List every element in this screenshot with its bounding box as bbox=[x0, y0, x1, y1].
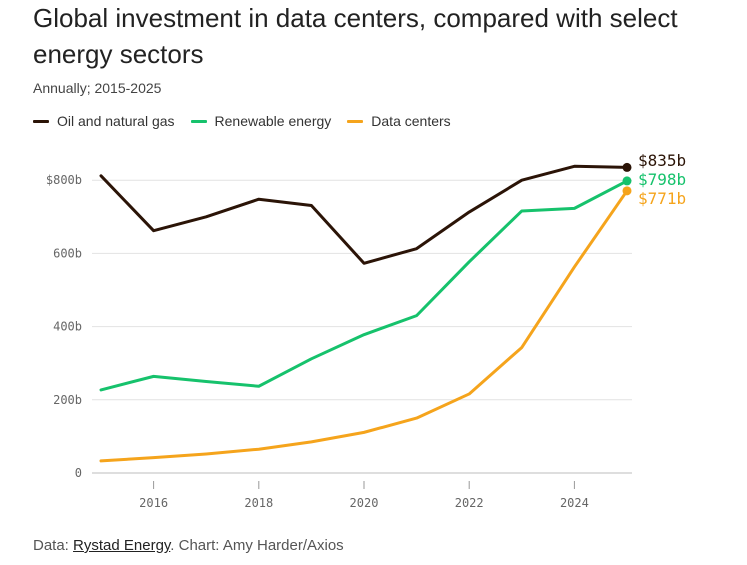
series-end-point-datacenters bbox=[622, 186, 632, 196]
source-credit: Data: Rystad Energy. Chart: Amy Harder/A… bbox=[33, 537, 344, 554]
end-label-datacenters: $771b bbox=[638, 189, 686, 208]
chart-legend: Oil and natural gas Renewable energy Dat… bbox=[33, 113, 451, 129]
x-tick-label-2016: 2016 bbox=[139, 496, 168, 510]
series-line-datacenters bbox=[99, 189, 629, 463]
legend-swatch-datacenters bbox=[347, 119, 364, 123]
y-tick-label-800: $800b bbox=[46, 173, 82, 187]
legend-swatch-renewable bbox=[190, 119, 207, 123]
source-suffix: . Chart: Amy Harder/Axios bbox=[170, 537, 344, 554]
legend-item-datacenters: Data centers bbox=[347, 113, 451, 129]
y-tick-label-400: 400b bbox=[53, 320, 82, 334]
source-link[interactable]: Rystad Energy bbox=[73, 537, 171, 554]
legend-label-datacenters: Data centers bbox=[371, 113, 451, 129]
y-tick-label-600: 600b bbox=[53, 246, 82, 260]
series-end-point-oil bbox=[622, 162, 632, 172]
end-label-renewable: $798b bbox=[638, 170, 686, 189]
series-end-point-renewable bbox=[622, 176, 632, 186]
legend-item-oil: Oil and natural gas bbox=[33, 113, 175, 129]
x-tick-label-2020: 2020 bbox=[350, 496, 379, 510]
source-prefix: Data: bbox=[33, 537, 74, 554]
x-tick-label-2022: 2022 bbox=[455, 496, 484, 510]
x-tick-label-2018: 2018 bbox=[244, 496, 273, 510]
y-tick-label-0: 0 bbox=[75, 466, 82, 480]
chart-title: Global investment in data centers, compa… bbox=[33, 3, 678, 69]
y-tick-label-200: 200b bbox=[53, 393, 82, 407]
legend-label-oil: Oil and natural gas bbox=[57, 113, 175, 129]
series-line-oil bbox=[99, 164, 629, 265]
legend-item-renewable: Renewable energy bbox=[190, 113, 332, 129]
series-line-renewable bbox=[99, 179, 629, 392]
legend-label-renewable: Renewable energy bbox=[214, 113, 332, 129]
end-label-oil: $835b bbox=[638, 151, 686, 170]
chart-subtitle: Annually; 2015-2025 bbox=[33, 80, 162, 96]
line-chart: 0 200b 400b 600b $800b 2016 2018 2020 2022 2024 $8… bbox=[46, 151, 686, 510]
x-tick-label-2024: 2024 bbox=[560, 496, 589, 510]
legend-swatch-oil bbox=[33, 119, 49, 123]
